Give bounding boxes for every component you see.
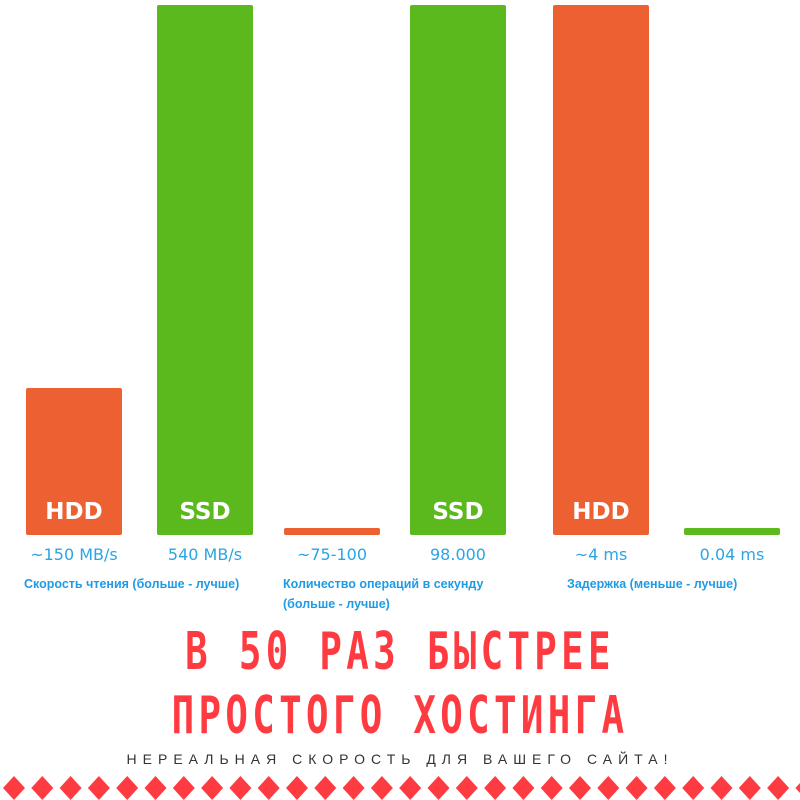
- bar-label: SSD: [179, 499, 231, 525]
- diamond: [144, 776, 167, 800]
- diamond: [597, 776, 620, 800]
- bar-unlabeled: [684, 528, 780, 535]
- headline-line-1: В 50 РАЗ БЫСТРЕЕ: [185, 622, 615, 682]
- group-label: Задержка (меньше - лучше): [567, 577, 738, 591]
- bar-label: SSD: [432, 499, 484, 525]
- diamond: [767, 776, 790, 800]
- diamond: [3, 776, 25, 800]
- value-label: ~75-100: [296, 545, 368, 564]
- diamond: [540, 776, 563, 800]
- diamond: [314, 776, 337, 800]
- group-label: Количество операций в секунду (больше - …: [283, 577, 484, 611]
- diamond: [569, 776, 591, 800]
- diamond: [87, 776, 110, 800]
- value-label: ~150 MB/s: [30, 545, 118, 564]
- value-label: 0.04 ms: [699, 545, 765, 564]
- diamond: [370, 776, 393, 800]
- diamond: [653, 776, 676, 800]
- diamond: [738, 776, 761, 800]
- diamond: [342, 776, 365, 800]
- subtitle: НЕРЕАЛЬНАЯ СКОРОСТЬ ДЛЯ ВАШЕГО САЙТА!: [126, 751, 674, 767]
- diamond: [625, 776, 648, 800]
- diamond: [682, 776, 705, 800]
- bar-unlabeled: [284, 528, 380, 535]
- diamond: [512, 776, 535, 800]
- bar-hdd: HDD: [553, 5, 649, 535]
- bar-label: HDD: [45, 498, 103, 525]
- diamond: [229, 776, 252, 800]
- diamond: [427, 776, 450, 800]
- diamond: [116, 776, 139, 800]
- bar-ssd: SSD: [410, 5, 506, 535]
- diamond: [286, 776, 308, 800]
- bar-ssd: SSD: [157, 5, 253, 535]
- comparison-chart: HDD ~150 MB/s SSD 540 MB/s Скорость чтения (…: [24, 5, 780, 611]
- diamond: [399, 776, 422, 800]
- diamond: [59, 776, 82, 800]
- bar-label: HDD: [572, 499, 630, 525]
- group-label: Скорость чтения (больше - лучше): [24, 577, 240, 591]
- diamond: [201, 776, 224, 800]
- headline-line-2: ПРОСТОГО ХОСТИНГА: [171, 686, 629, 746]
- diamond: [31, 776, 54, 800]
- value-label: ~4 ms: [574, 545, 628, 564]
- value-label: 98.000: [430, 545, 486, 564]
- bar-hdd: HDD: [26, 387, 122, 535]
- diamond-border: [3, 776, 800, 800]
- diamond: [710, 776, 733, 800]
- diamond: [455, 776, 478, 800]
- diamond: [484, 776, 507, 800]
- diamond: [257, 776, 280, 800]
- value-label: 540 MB/s: [167, 545, 243, 564]
- diamond: [795, 782, 800, 794]
- diamond: [172, 776, 195, 800]
